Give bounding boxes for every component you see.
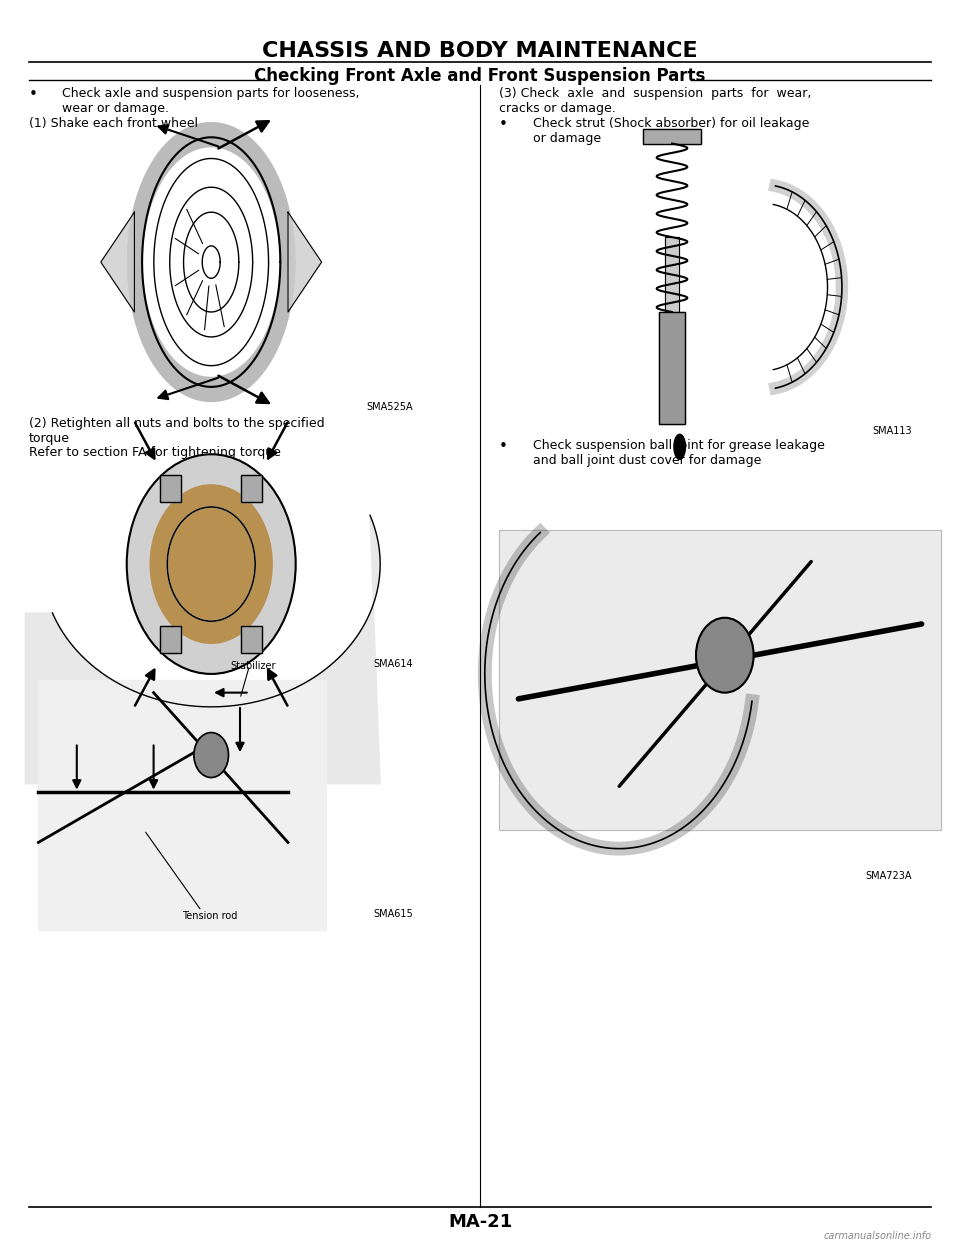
Text: Check strut (Shock absorber) for oil leakage: Check strut (Shock absorber) for oil lea… (533, 117, 809, 130)
Text: CHASSIS AND BODY MAINTENANCE: CHASSIS AND BODY MAINTENANCE (262, 41, 698, 61)
Bar (499, 530, 941, 830)
Circle shape (194, 733, 228, 778)
Text: Checking Front Axle and Front Suspension Parts: Checking Front Axle and Front Suspension… (254, 67, 706, 85)
Text: (3) Check  axle  and  suspension  parts  for  wear,: (3) Check axle and suspension parts for … (499, 87, 811, 100)
Text: SMA615: SMA615 (373, 909, 413, 919)
Bar (659, 312, 685, 424)
Bar (160, 474, 181, 502)
Circle shape (696, 618, 754, 693)
Text: Check suspension ball joint for grease leakage: Check suspension ball joint for grease l… (533, 439, 825, 452)
Text: Stabilizer: Stabilizer (230, 661, 276, 671)
Bar (241, 474, 262, 502)
Bar (160, 626, 181, 654)
Text: SMA614: SMA614 (373, 659, 413, 669)
Bar (241, 474, 262, 502)
Text: Tension rod: Tension rod (182, 911, 238, 921)
Bar (160, 474, 181, 502)
Circle shape (127, 454, 296, 674)
Text: •: • (499, 439, 508, 454)
Text: (2) Retighten all nuts and bolts to the specified: (2) Retighten all nuts and bolts to the … (29, 417, 324, 429)
Polygon shape (101, 212, 134, 312)
Polygon shape (674, 434, 685, 459)
Text: •: • (29, 87, 37, 102)
Bar (659, 312, 685, 424)
Text: MA-21: MA-21 (448, 1213, 512, 1231)
Text: cracks or damage.: cracks or damage. (499, 102, 616, 115)
Bar (241, 626, 262, 654)
Bar (160, 626, 181, 654)
Bar (665, 237, 679, 312)
Bar (499, 530, 941, 830)
Text: SMA525A: SMA525A (366, 402, 413, 412)
Text: •: • (499, 117, 508, 132)
Circle shape (180, 524, 242, 604)
Bar (665, 237, 679, 312)
Polygon shape (25, 515, 380, 784)
Polygon shape (288, 212, 322, 312)
Text: (1) Shake each front wheel: (1) Shake each front wheel (29, 117, 198, 130)
Polygon shape (38, 680, 326, 930)
Bar (643, 129, 701, 144)
Text: SMA113: SMA113 (873, 426, 912, 436)
Text: carmanualsonline.info: carmanualsonline.info (823, 1231, 931, 1241)
Text: or damage: or damage (533, 132, 601, 145)
Text: SMA723A: SMA723A (866, 871, 912, 881)
Circle shape (151, 485, 272, 643)
Bar (241, 626, 262, 654)
Text: and ball joint dust cover for damage: and ball joint dust cover for damage (533, 454, 761, 467)
Polygon shape (203, 246, 220, 278)
Text: Refer to section FA for tightening torque: Refer to section FA for tightening torqu… (29, 446, 280, 458)
Text: Check axle and suspension parts for looseness,: Check axle and suspension parts for loos… (62, 87, 360, 100)
Text: wear or damage.: wear or damage. (62, 102, 169, 115)
Text: torque: torque (29, 432, 70, 444)
Bar (643, 129, 701, 144)
